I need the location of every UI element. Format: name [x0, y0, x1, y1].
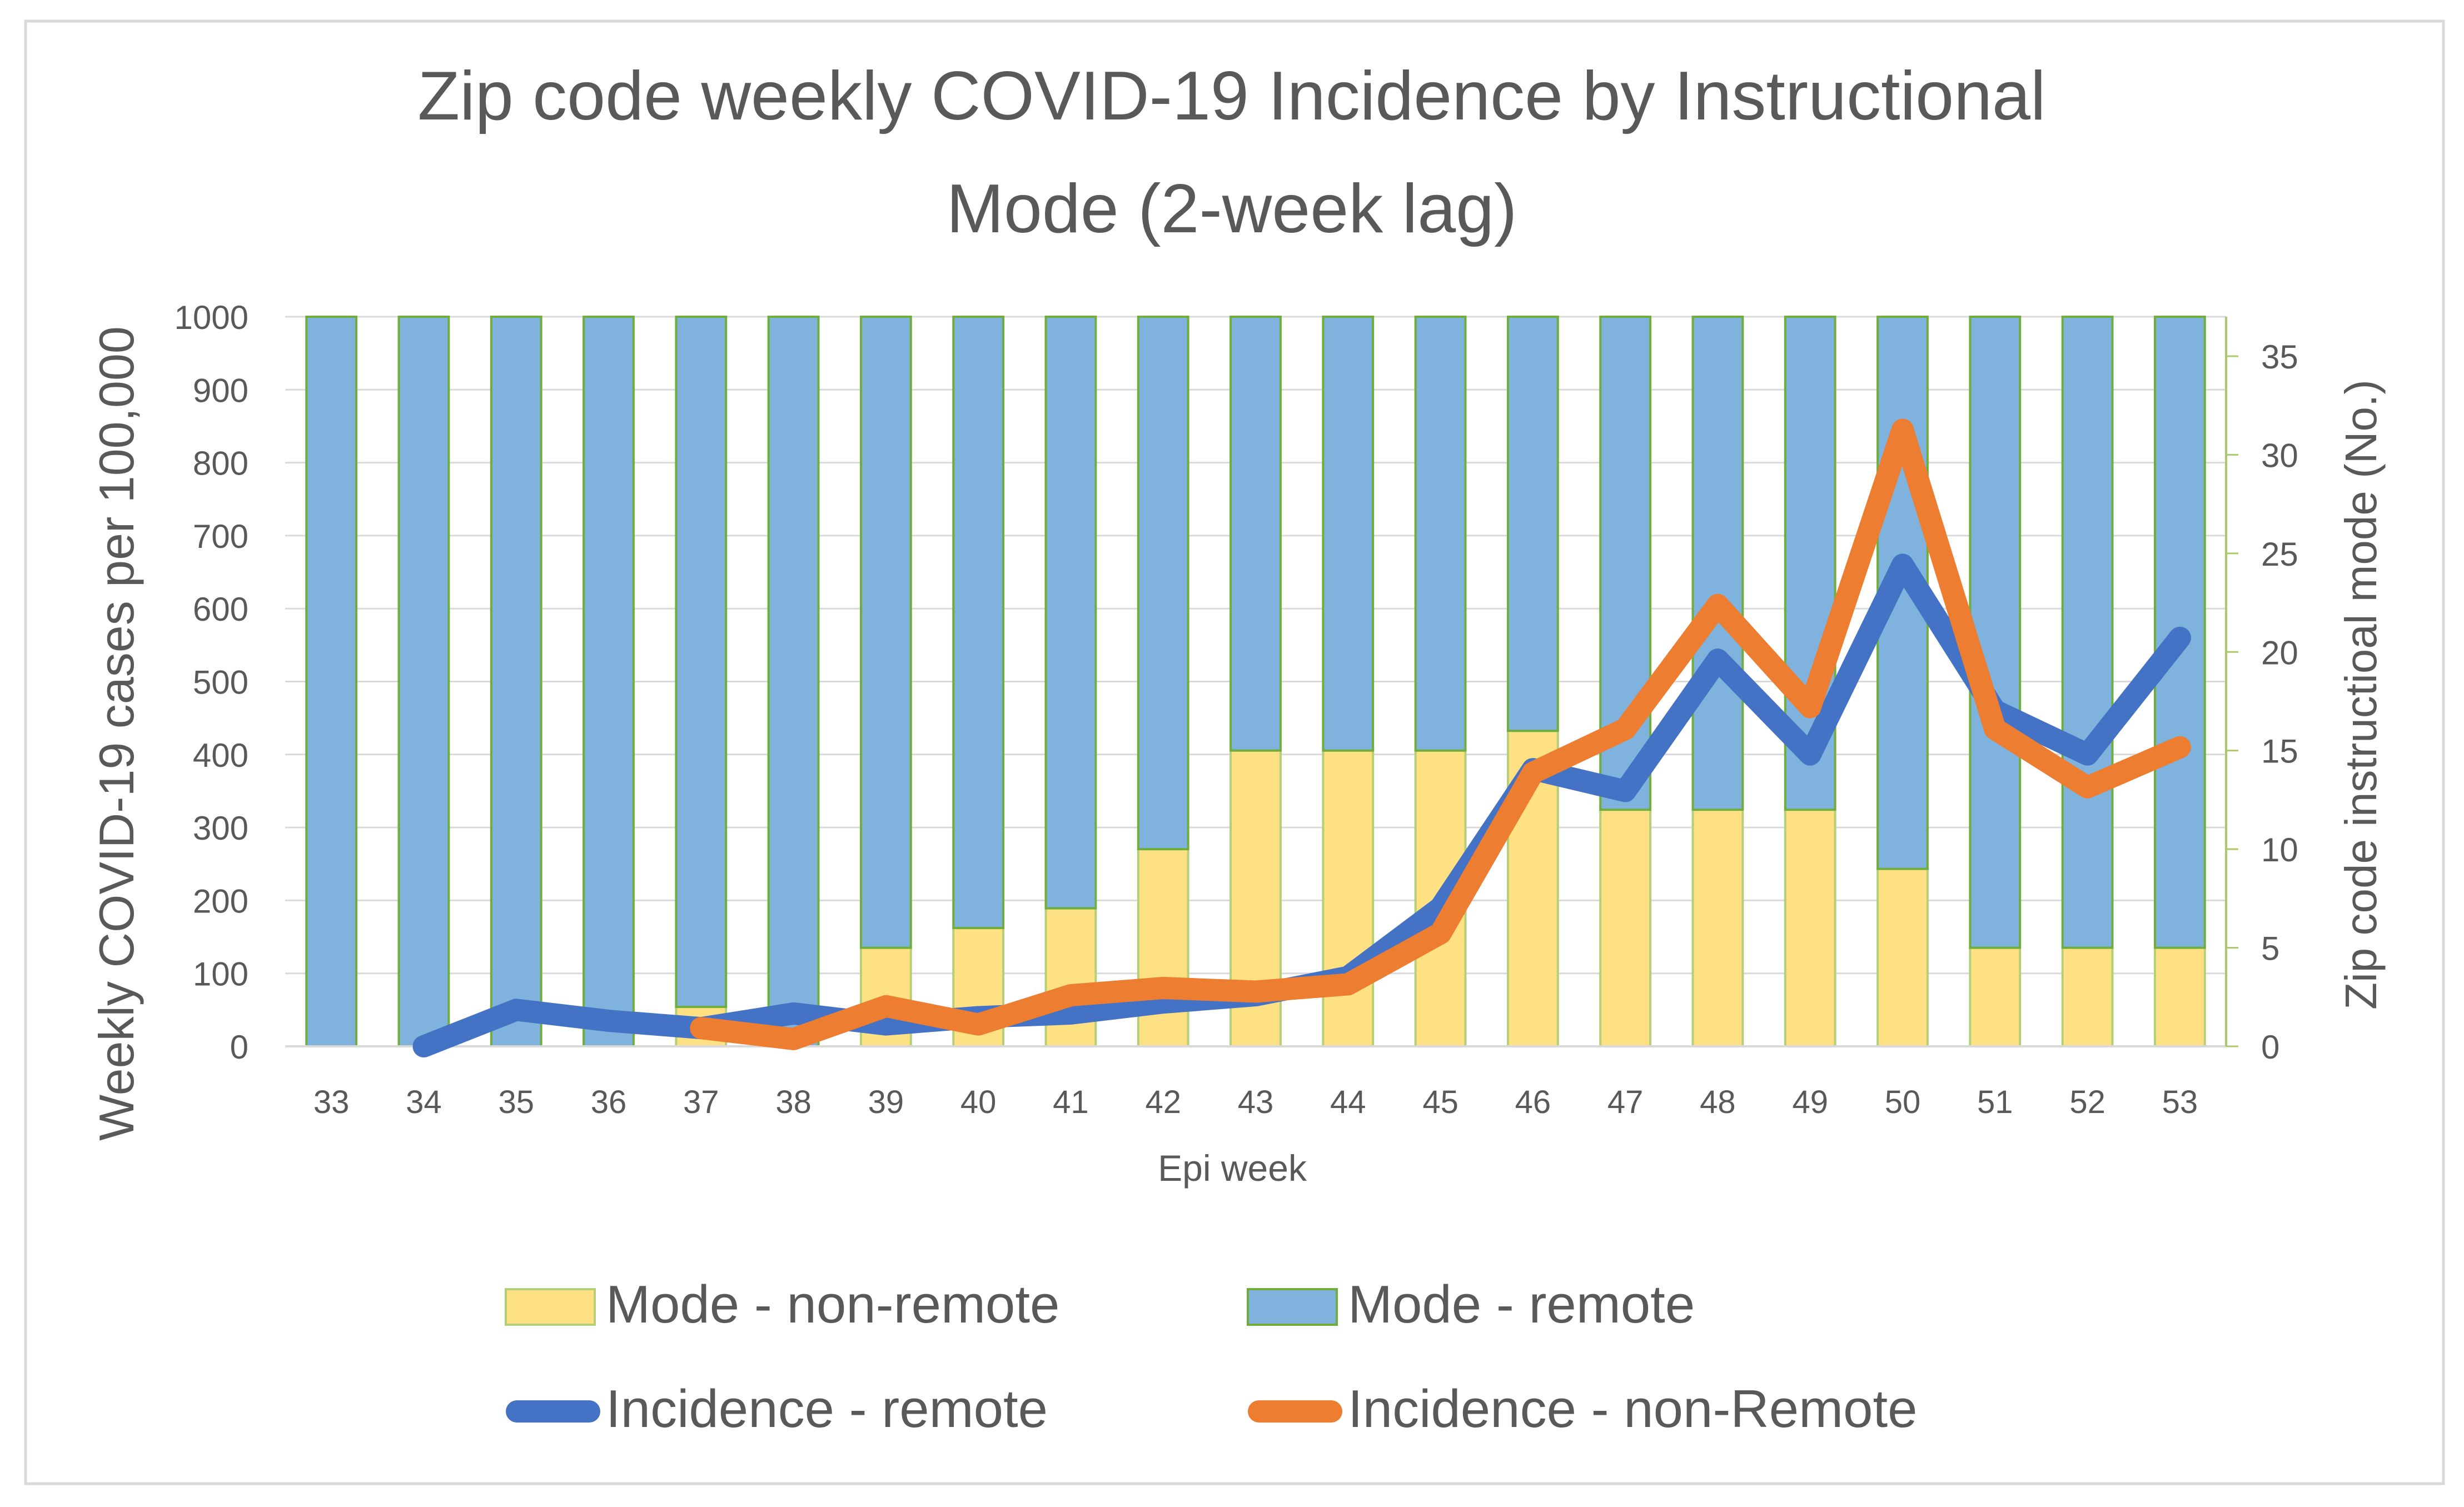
- left-axis-ticks: 0 100 200 300 400 500 600 700 800 900 1000: [175, 299, 248, 1066]
- legend: Mode - non-remote Mode - remote Incidence …: [505, 1275, 1918, 1439]
- bar-mode-remote: [2061, 316, 2114, 949]
- y-axis-label-left: Weekly COVID-19 cases per 100,000: [89, 326, 144, 1141]
- legend-label-incidence-remote: Incidence - remote: [606, 1379, 1048, 1439]
- right-axis-ticks: 0 5 10 15 20 25 30 35: [2261, 338, 2298, 1066]
- x-tick-label: 44: [1330, 1084, 1366, 1120]
- legend-label-mode-remote: Mode - remote: [1348, 1275, 1695, 1334]
- y-left-tick-label: 200: [193, 882, 248, 920]
- bar-mode-remote: [952, 316, 1005, 930]
- x-tick-label: 53: [2162, 1084, 2198, 1120]
- y-left-tick-label: 0: [230, 1029, 248, 1066]
- x-tick-label: 52: [2069, 1084, 2105, 1120]
- bar-mode-remote: [767, 316, 820, 1047]
- bar-mode-non-remote: [2153, 946, 2206, 1048]
- line-incidence-non-remote: [690, 418, 2191, 1050]
- x-tick-label: 43: [1238, 1084, 1274, 1120]
- legend-label-mode-non-remote: Mode - non-remote: [606, 1275, 1059, 1334]
- bar-mode-remote: [859, 316, 912, 949]
- x-tick-label: 39: [868, 1084, 904, 1120]
- x-tick-label: 35: [498, 1084, 534, 1120]
- bar-mode-non-remote: [1322, 749, 1375, 1048]
- bar-mode-remote: [397, 316, 450, 1047]
- x-tick-label: 50: [1885, 1084, 1921, 1120]
- x-tick-label: 40: [960, 1084, 997, 1120]
- x-tick-label: 41: [1053, 1084, 1089, 1120]
- y-left-tick-label: 100: [193, 956, 248, 993]
- y-right-tick-label: 15: [2261, 733, 2298, 770]
- y-right-tick-label: 25: [2261, 536, 2298, 573]
- x-tick-label: 47: [1607, 1084, 1644, 1120]
- y-left-tick-label: 700: [193, 518, 248, 555]
- x-tick-label: 51: [1977, 1084, 2013, 1120]
- bar-mode-remote: [1044, 316, 1097, 910]
- bar-mode-non-remote: [1876, 867, 1929, 1047]
- axes: [285, 317, 2238, 1047]
- chart-title-line-2: Mode (2-week lag): [947, 171, 1517, 247]
- bars: [305, 316, 2206, 1048]
- y-right-tick-label: 0: [2261, 1029, 2279, 1066]
- bar-mode-non-remote: [1691, 809, 1744, 1047]
- bar-mode-non-remote: [1784, 809, 1836, 1047]
- y-left-tick-label: 400: [193, 737, 248, 774]
- y-left-tick-label: 1000: [175, 299, 248, 336]
- x-tick-label: 48: [1700, 1084, 1736, 1120]
- y-left-tick-label: 600: [193, 591, 248, 628]
- x-tick-label: 33: [313, 1084, 350, 1120]
- legend-label-incidence-non-remote: Incidence - non-Remote: [1348, 1379, 1918, 1439]
- y-right-tick-label: 10: [2261, 831, 2298, 869]
- x-tick-label: 42: [1145, 1084, 1181, 1120]
- chart-title-line-1: Zip code weekly COVID-19 Incidence by In…: [417, 58, 2045, 134]
- y-right-tick-label: 30: [2261, 437, 2298, 474]
- y-right-tick-label: 5: [2261, 930, 2279, 967]
- y-right-tick-label: 20: [2261, 634, 2298, 671]
- bar-mode-remote: [1506, 316, 1559, 732]
- x-tick-label: 36: [591, 1084, 627, 1120]
- y-left-tick-label: 900: [193, 372, 248, 409]
- x-axis-ticks: 33 34 35 36 37 38 39 40 41 42 43 44 45 46 47 48 49 50 51 52…: [313, 1084, 2198, 1120]
- bar-mode-non-remote: [1969, 946, 2022, 1048]
- y-left-tick-label: 800: [193, 445, 248, 482]
- y-left-tick-label: 500: [193, 664, 248, 701]
- y-right-tick-label: 35: [2261, 338, 2298, 376]
- bar-mode-remote: [1969, 316, 2022, 949]
- legend-swatch-mode-non-remote: [505, 1288, 596, 1326]
- bar-mode-remote: [490, 316, 542, 1047]
- chart-border: [24, 19, 2445, 1485]
- bar-mode-non-remote: [1137, 848, 1189, 1047]
- y-axis-label-right: Zip code instructioal mode (No.): [2336, 380, 2386, 1010]
- x-tick-label: 46: [1515, 1084, 1551, 1120]
- lines: [412, 418, 2191, 1057]
- x-tick-label: 34: [406, 1084, 442, 1120]
- bar-mode-remote: [675, 316, 728, 1009]
- x-tick-label: 38: [775, 1084, 812, 1120]
- y-left-tick-label: 300: [193, 810, 248, 847]
- x-axis-label: Epi week: [1158, 1147, 1307, 1189]
- bar-mode-non-remote: [2061, 946, 2114, 1048]
- bar-mode-remote: [1414, 316, 1467, 752]
- x-tick-label: 49: [1792, 1084, 1828, 1120]
- bar-mode-remote: [1229, 316, 1282, 752]
- legend-swatch-mode-remote: [1247, 1288, 1338, 1326]
- bar-mode-remote: [1322, 316, 1375, 752]
- x-tick-label: 37: [683, 1084, 719, 1120]
- bar-mode-remote: [1691, 316, 1744, 811]
- bar-mode-non-remote: [1599, 809, 1652, 1047]
- bar-mode-remote: [583, 316, 635, 1047]
- bar-mode-remote: [1137, 316, 1189, 851]
- bar-mode-remote: [305, 316, 358, 1047]
- x-tick-label: 45: [1422, 1084, 1459, 1120]
- bar-mode-non-remote: [1044, 907, 1097, 1048]
